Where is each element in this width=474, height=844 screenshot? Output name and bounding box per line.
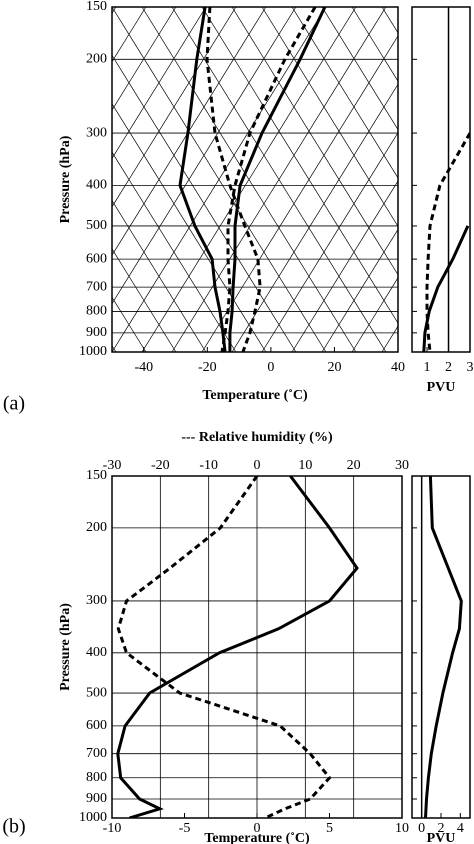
line-series [178, 7, 227, 352]
y-tick-label: 1000 [79, 810, 107, 825]
skew-line [321, 228, 398, 352]
panel-label: (a) [3, 393, 25, 415]
x-tick-label: 4 [457, 821, 464, 836]
skew-line [0, 7, 26, 352]
skew-line [0, 7, 56, 352]
y-tick-label: 300 [86, 593, 107, 608]
y-tick-label: 150 [86, 468, 107, 483]
x-tick-label: -10 [103, 821, 122, 836]
y-tick-label: 800 [86, 770, 107, 785]
y-tick-label: 1000 [79, 344, 107, 359]
y-tick-label: 900 [86, 791, 107, 806]
x-tick-label: 40 [391, 360, 405, 375]
line-series [425, 132, 470, 352]
skew-line [112, 7, 177, 111]
y-tick-label: 500 [86, 685, 107, 700]
x-axis-label: Temperature (˚C) [204, 831, 310, 844]
skew-line [112, 103, 267, 352]
skew-line [112, 7, 327, 352]
y-tick-label: 800 [86, 304, 107, 319]
y-tick-label: 400 [86, 645, 107, 660]
line-series [422, 225, 470, 352]
skew-line [112, 199, 207, 352]
x2-tick-label: 0 [254, 458, 261, 473]
x-tick-label: 3 [467, 360, 474, 375]
x-tick-label: 20 [327, 360, 341, 375]
x-axis-label: PVU [427, 831, 456, 844]
x-tick-label: 0 [418, 821, 425, 836]
line-series [205, 7, 262, 352]
x-tick-label: -40 [134, 360, 153, 375]
x-tick-label: 5 [326, 821, 333, 836]
line-series [220, 7, 317, 352]
plot-area [422, 132, 470, 352]
y-tick-label: 700 [86, 746, 107, 761]
skew-line [141, 7, 357, 352]
y-tick-label: 200 [86, 520, 107, 535]
frame [411, 6, 471, 353]
skew-line [112, 248, 177, 352]
skew-line [351, 7, 398, 82]
skew-line [381, 325, 398, 352]
skew-line [112, 7, 207, 160]
skew-line [0, 7, 56, 352]
skew-line [171, 7, 387, 352]
skew-line [321, 7, 398, 131]
line-series [424, 476, 463, 818]
x2-tick-label: -20 [151, 458, 170, 473]
y-tick-label: 150 [86, 0, 107, 14]
plot-area [424, 476, 463, 818]
y-axis-label: Pressure (hPa) [58, 135, 73, 223]
y-tick-label: 900 [86, 325, 107, 340]
x-tick-label: -20 [198, 360, 217, 375]
skew-line [381, 7, 398, 34]
frame [111, 6, 399, 353]
line-series [116, 476, 359, 818]
x2-tick-label: 10 [298, 458, 312, 473]
skew-line [351, 277, 398, 352]
skew-line [112, 151, 237, 352]
plot-area [0, 7, 474, 352]
frame [111, 475, 403, 819]
x-tick-label: 1 [424, 360, 431, 375]
skew-line [112, 54, 297, 352]
y-tick-label: 600 [86, 718, 107, 733]
y-tick-label: 600 [86, 251, 107, 266]
line-series [228, 7, 327, 352]
frame [411, 475, 471, 819]
skew-line [201, 7, 398, 324]
x-axis-label: Temperature (˚C) [202, 388, 308, 403]
x-axis-label: PVU [427, 380, 456, 395]
axis-title: --- Relative humidity (%) [181, 430, 333, 445]
skew-line [291, 7, 398, 179]
y-tick-label: 200 [86, 52, 107, 67]
x-tick-label: -5 [179, 821, 191, 836]
y-tick-label: 300 [86, 125, 107, 140]
skew-line [442, 7, 474, 352]
skew-line [231, 7, 398, 276]
plot-area [112, 476, 402, 818]
x-tick-label: 2 [445, 360, 452, 375]
x2-tick-label: -10 [199, 458, 218, 473]
skew-line [291, 180, 398, 352]
x2-tick-label: 30 [395, 458, 409, 473]
x2-tick-label: -30 [103, 458, 122, 473]
skew-line [0, 7, 26, 352]
x-tick-label: 10 [395, 821, 409, 836]
panel-label: (b) [2, 816, 25, 838]
skew-line [442, 7, 474, 352]
y-tick-label: 500 [86, 218, 107, 233]
x-tick-label: 0 [254, 821, 261, 836]
y-tick-label: 700 [86, 279, 107, 294]
line-series [116, 476, 332, 818]
x2-tick-label: 20 [347, 458, 361, 473]
y-axis-label: Pressure (hPa) [58, 603, 73, 691]
x-tick-label: 2 [438, 821, 445, 836]
y-tick-label: 400 [86, 178, 107, 193]
x-tick-label: 0 [267, 360, 274, 375]
